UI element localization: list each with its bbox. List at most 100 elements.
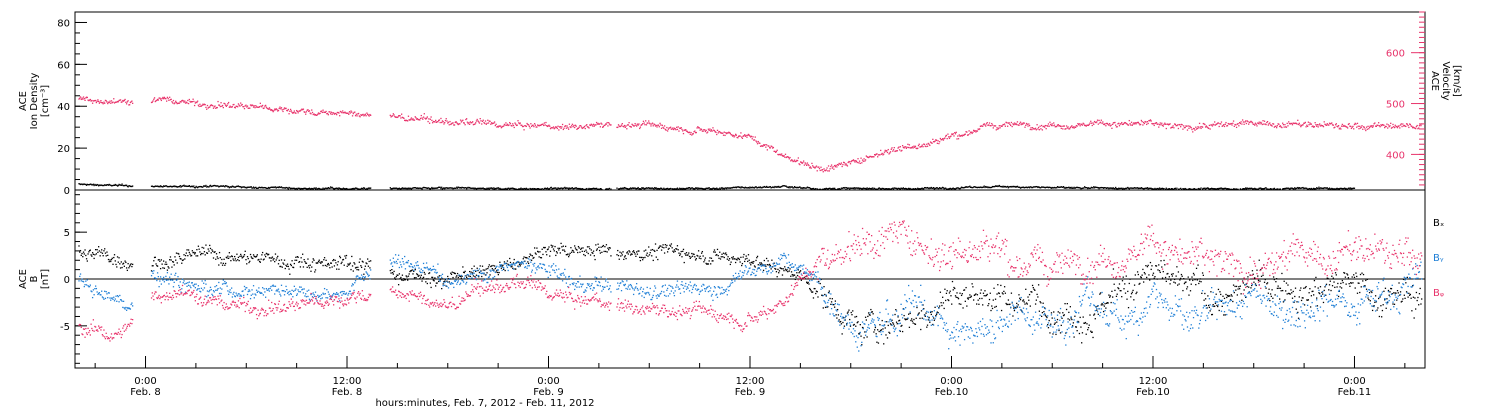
top-panel-data-point (814, 167, 816, 169)
top-panel-data-point (750, 136, 752, 138)
top-panel-data-point (973, 186, 976, 188)
top-panel-data-point (1020, 123, 1022, 126)
top-panel-data-point (508, 187, 510, 190)
top-panel-data-point (1263, 187, 1266, 190)
top-panel-data-point (295, 109, 298, 112)
top-panel-data-point (106, 101, 108, 103)
bottom-panel-data-point (289, 273, 291, 275)
top-panel-data-point (315, 114, 317, 116)
top-panel-data-point (546, 125, 548, 127)
top-panel-data-point (1025, 122, 1028, 125)
bottom-panel-data-point (1255, 284, 1257, 287)
top-panel-data-point (1340, 128, 1342, 130)
top-panel-data-point (1243, 188, 1245, 190)
top-panel-data-point (265, 106, 268, 108)
bottom-panel-data-point (964, 300, 966, 302)
top-panel-data-point (447, 121, 450, 123)
bottom-panel-data-point (700, 252, 703, 254)
top-panel-data-point (178, 102, 180, 104)
bottom-panel-data-point (113, 256, 115, 259)
top-panel-data-point (1279, 125, 1282, 127)
top-panel-data-point (649, 187, 651, 189)
bottom-panel-data-point (875, 333, 877, 335)
top-panel-data-point (497, 187, 500, 189)
top-panel-data-point (285, 107, 287, 109)
top-panel-data-point (1260, 188, 1263, 190)
top-panel-data-point (565, 187, 568, 189)
top-panel-data-point (901, 187, 903, 190)
bottom-panel-data-point (390, 272, 392, 274)
bottom-panel-data-point (1223, 297, 1226, 300)
bottom-panel-data-point (484, 269, 486, 271)
top-panel-data-point (1034, 128, 1036, 130)
top-panel-data-point (977, 186, 979, 189)
bottom-panel-data-point (1182, 289, 1184, 292)
top-panel-data-point (441, 188, 444, 190)
bottom-panel-data-point (937, 312, 939, 314)
bottom-panel-data-point (1222, 295, 1224, 297)
top-panel-data-point (741, 137, 744, 139)
top-panel-data-point (288, 186, 290, 189)
top-panel-data-point (398, 187, 401, 189)
top-panel-data-point (650, 125, 652, 127)
bottom-panel-data-point (1118, 283, 1121, 285)
top-panel-data-point (1093, 186, 1095, 188)
top-panel-data-point (1192, 188, 1194, 191)
top-panel-data-point (153, 98, 155, 100)
top-panel-data-point (119, 99, 122, 101)
top-panel-data-point (1296, 187, 1298, 189)
top-panel-data-point (1000, 185, 1002, 188)
top-panel-data-point (567, 188, 570, 190)
top-panel-data-point (620, 125, 622, 127)
top-panel-data-point (88, 99, 90, 102)
top-panel-data-point (220, 102, 222, 104)
bottom-panel-data-point (1137, 273, 1140, 276)
bottom-panel-data-point (1248, 286, 1250, 288)
top-panel-data-point (583, 125, 586, 128)
bottom-panel-data-point (1146, 276, 1148, 279)
top-panel-data-point (1081, 187, 1083, 190)
top-panel-data-point (1184, 126, 1186, 129)
top-panel-data-point (704, 130, 707, 133)
top-panel-data-point (691, 133, 694, 135)
top-panel-data-point (269, 108, 271, 110)
top-panel-data-point (1207, 187, 1210, 190)
bottom-panel-data-point (1045, 315, 1047, 318)
top-panel-data-point (618, 188, 620, 190)
bottom-panel-data-point (844, 319, 846, 321)
top-panel-data-point (707, 128, 710, 130)
top-panel-data-point (453, 187, 456, 189)
bottom-panel-data-point (857, 321, 859, 323)
bottom-panel-data-point (1272, 297, 1274, 299)
top-panel-data-point (752, 187, 754, 189)
top-panel-data-point (792, 187, 794, 189)
bottom-panel-data-point (1022, 299, 1025, 301)
bottom-panel-data-point (590, 249, 592, 251)
top-panel-data-point (215, 185, 218, 187)
bottom-panel-data-point (1259, 280, 1261, 282)
top-panel-data-point (673, 127, 676, 129)
bottom-panel-data-point (955, 296, 957, 298)
top-panel-data-point (896, 150, 898, 152)
top-panel-data-point (883, 153, 885, 155)
top-panel-data-point (451, 122, 453, 124)
top-panel-data-point (886, 151, 889, 154)
top-panel-data-point (1189, 126, 1192, 128)
top-panel-data-point (923, 188, 925, 190)
top-panel-data-point (1291, 187, 1293, 189)
top-panel-data-point (945, 188, 948, 190)
bottom-panel-data-point (710, 257, 713, 259)
top-panel-data-point (589, 124, 592, 127)
top-panel-data-point (1021, 186, 1023, 188)
bottom-panel-data-point (731, 256, 733, 259)
top-panel-data-point (276, 108, 278, 111)
top-panel-data-point (740, 132, 742, 134)
bottom-panel-data-point (727, 256, 729, 258)
top-panel-data-point (576, 128, 578, 131)
bottom-panel-data-point (336, 264, 339, 266)
top-panel-frame (74, 11, 1426, 191)
bottom-panel-data-point (273, 257, 275, 260)
top-panel-data-point (1147, 188, 1149, 190)
bottom-panel-data-point (361, 260, 364, 262)
top-panel-data-point (1118, 187, 1121, 190)
